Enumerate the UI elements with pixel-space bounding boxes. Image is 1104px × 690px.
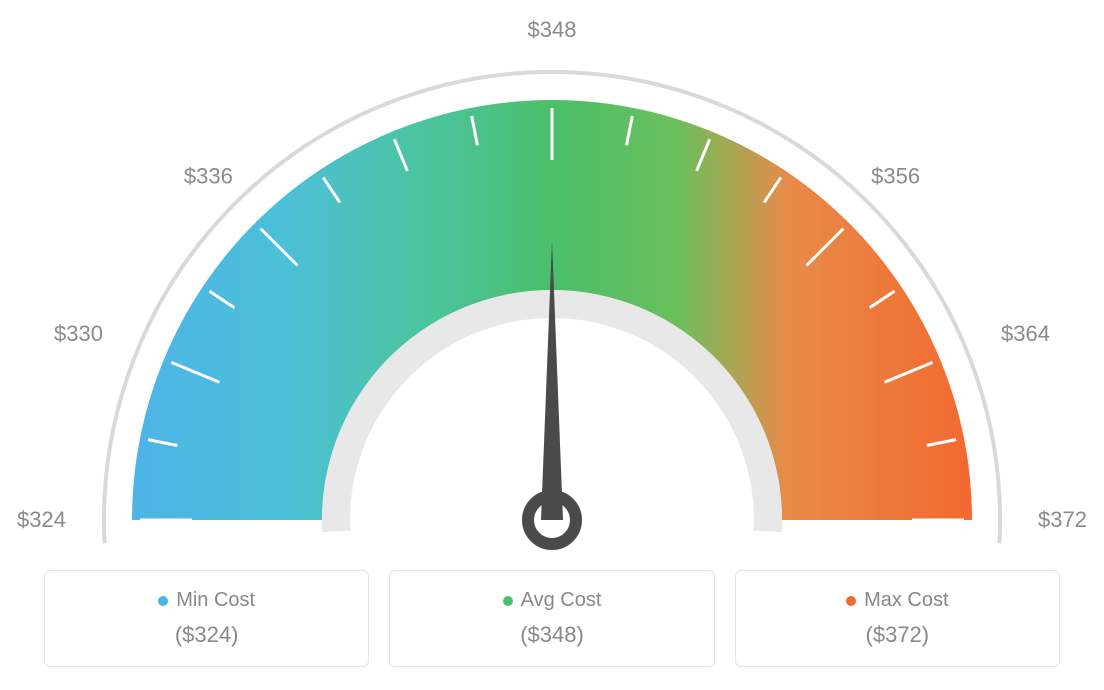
- svg-text:$348: $348: [528, 17, 577, 42]
- svg-text:$324: $324: [17, 507, 66, 532]
- svg-text:$330: $330: [54, 321, 103, 346]
- svg-text:$364: $364: [1001, 321, 1050, 346]
- svg-text:$372: $372: [1038, 507, 1087, 532]
- legend-value: ($324): [45, 622, 368, 648]
- dot-icon: [503, 596, 513, 606]
- svg-text:$356: $356: [871, 163, 920, 188]
- legend-card-min: Min Cost ($324): [44, 570, 369, 667]
- legend-value: ($372): [736, 622, 1059, 648]
- gauge-svg: $324 $330 $336 $348 $356 $364 $372: [0, 0, 1104, 560]
- legend-label: Avg Cost: [521, 589, 602, 612]
- legend-value: ($348): [390, 622, 713, 648]
- legend-title-min: Min Cost: [158, 589, 255, 612]
- dot-icon: [846, 596, 856, 606]
- legend-row: Min Cost ($324) Avg Cost ($348) Max Cost…: [22, 570, 1082, 667]
- legend-card-avg: Avg Cost ($348): [389, 570, 714, 667]
- legend-label: Min Cost: [176, 589, 255, 612]
- legend-card-max: Max Cost ($372): [735, 570, 1060, 667]
- cost-gauge-chart: $324 $330 $336 $348 $356 $364 $372: [0, 0, 1104, 560]
- dot-icon: [158, 596, 168, 606]
- legend-label: Max Cost: [864, 589, 948, 612]
- legend-title-avg: Avg Cost: [503, 589, 602, 612]
- svg-text:$336: $336: [184, 163, 233, 188]
- legend-title-max: Max Cost: [846, 589, 948, 612]
